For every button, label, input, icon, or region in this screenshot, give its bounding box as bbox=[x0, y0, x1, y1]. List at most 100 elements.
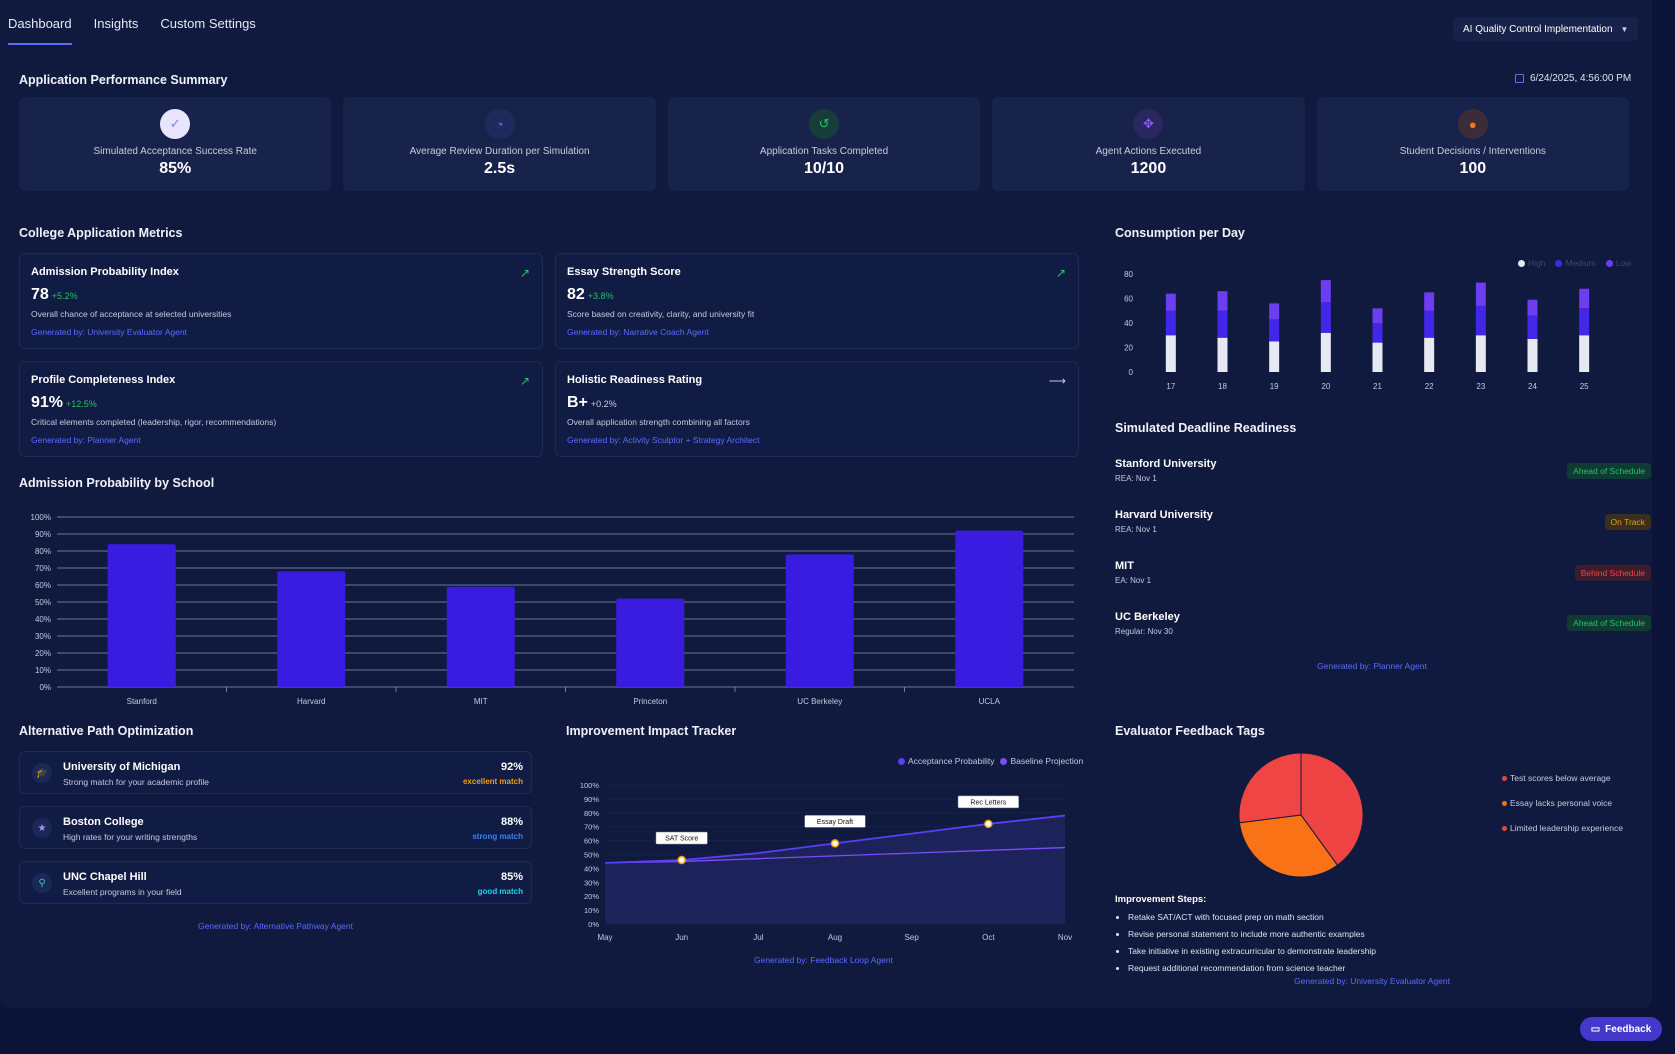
metric-delta: +5.2% bbox=[51, 291, 78, 301]
x-tick-label: 22 bbox=[1425, 382, 1434, 391]
tab-custom-settings[interactable]: Custom Settings bbox=[160, 16, 256, 31]
pie-slice bbox=[1238, 752, 1302, 824]
project-select[interactable]: AI Quality Control Implementation ▼ bbox=[1453, 17, 1638, 41]
bar bbox=[616, 598, 685, 687]
status-badge: On Track bbox=[1604, 514, 1651, 530]
x-tick-label: 19 bbox=[1270, 382, 1279, 391]
tab-insights[interactable]: Insights bbox=[93, 16, 139, 31]
metric-description: Overall application strength combining a… bbox=[567, 417, 750, 427]
summary-card-label: Student Decisions / Interventions bbox=[1399, 146, 1546, 157]
status-badge: Ahead of Schedule bbox=[1567, 463, 1651, 479]
bar-segment bbox=[1269, 303, 1280, 320]
alt-path-item[interactable]: ⚲ UNC Chapel Hill Excellent programs in … bbox=[19, 861, 532, 904]
legend-item-low: Low bbox=[1605, 258, 1631, 268]
summary-card: ◔ Average Review Duration per Simulation… bbox=[343, 97, 656, 191]
bar-segment bbox=[1579, 308, 1590, 336]
bar-segment bbox=[1372, 342, 1383, 372]
y-tick-label: 70% bbox=[584, 823, 599, 832]
alt-path-match: strong match bbox=[472, 832, 523, 841]
bar-segment bbox=[1320, 302, 1331, 333]
alt-path-name: University of Michigan bbox=[63, 761, 181, 773]
annotation-point bbox=[830, 839, 840, 848]
alt-path-pct: 92% bbox=[500, 761, 523, 773]
y-tick-label: 80 bbox=[1124, 270, 1133, 279]
bar-segment bbox=[1165, 293, 1176, 311]
bar-segment bbox=[1424, 310, 1435, 338]
deadline-date: Regular: Nov 30 bbox=[1115, 627, 1173, 636]
bar-segment bbox=[1579, 335, 1590, 372]
star-icon: ★ bbox=[32, 818, 52, 838]
bar-segment bbox=[1217, 337, 1228, 372]
y-tick-label: 40 bbox=[1124, 319, 1133, 328]
x-tick-label: 21 bbox=[1373, 382, 1382, 391]
legend-item-medium: Medium bbox=[1555, 258, 1596, 268]
annotation-label: SAT Score bbox=[665, 836, 698, 843]
legend-item-baseline: Baseline Projection bbox=[1000, 756, 1083, 766]
metric-delta: +0.2% bbox=[590, 399, 617, 409]
bar-segment bbox=[1527, 338, 1538, 372]
y-tick-label: 80% bbox=[35, 547, 51, 556]
summary-card-value: 2.5s bbox=[484, 160, 516, 177]
metric-value: 91% bbox=[31, 394, 64, 411]
y-tick-label: 70% bbox=[35, 564, 51, 573]
area-fill bbox=[605, 815, 1065, 924]
map-pin-icon: ⚲ bbox=[32, 873, 52, 893]
trending-up-icon: ↗ bbox=[519, 374, 530, 388]
y-tick-label: 60% bbox=[35, 581, 51, 590]
summary-card: ↺ Application Tasks Completed 10/10 bbox=[667, 97, 981, 191]
alt-path-item[interactable]: 🎓 University of Michigan Strong match fo… bbox=[19, 751, 532, 794]
x-tick-label: Sep bbox=[905, 933, 920, 942]
feedback-generated-by: Generated by: University Evaluator Agent bbox=[1294, 976, 1450, 986]
improvement-step: Revise personal statement to include mor… bbox=[1128, 929, 1376, 939]
bar-segment bbox=[1372, 308, 1383, 323]
alt-path-item[interactable]: ★ Boston College High rates for your wri… bbox=[19, 806, 532, 849]
metric-value: B+ bbox=[567, 394, 588, 411]
status-badge: Behind Schedule bbox=[1574, 565, 1651, 581]
y-tick-label: 60% bbox=[584, 837, 599, 846]
x-tick-label: Oct bbox=[982, 933, 995, 942]
bar bbox=[107, 544, 176, 687]
y-tick-label: 100% bbox=[31, 513, 51, 522]
feedback-title: Evaluator Feedback Tags bbox=[1115, 724, 1265, 738]
alt-path-name: Boston College bbox=[63, 816, 144, 828]
x-tick-label: Princeton bbox=[633, 697, 667, 706]
speedometer-icon: ◔ bbox=[484, 109, 515, 139]
y-tick-label: 0% bbox=[39, 683, 51, 692]
admission-chart: 0% 10% 20% 30% 40% 50% 60% 70% 80% 90% 100% Stanfor… bbox=[31, 513, 1074, 706]
improvement-generated-by: Generated by: Feedback Loop Agent bbox=[754, 955, 893, 965]
calendar-icon bbox=[1515, 74, 1524, 83]
bar bbox=[955, 530, 1024, 687]
bar-segment bbox=[1165, 310, 1176, 336]
bar bbox=[446, 586, 515, 687]
consumption-chart: 0 20 40 60 80 17 18 19 20 21 22 23 24 25 bbox=[1124, 270, 1590, 391]
annotation-box bbox=[957, 795, 1019, 809]
y-tick-label: 90% bbox=[35, 530, 51, 539]
feedback-tag: Essay lacks personal voice bbox=[1502, 798, 1612, 808]
tag-dot-icon bbox=[1502, 826, 1507, 832]
y-tick-label: 20 bbox=[1124, 344, 1133, 353]
metric-generated-by: Generated by: University Evaluator Agent bbox=[31, 327, 187, 337]
metric-title: Holistic Readiness Rating bbox=[567, 374, 703, 386]
feedback-button-label: Feedback bbox=[1605, 1023, 1652, 1035]
tab-dashboard[interactable]: Dashboard bbox=[8, 16, 72, 45]
project-select-value: AI Quality Control Implementation bbox=[1463, 23, 1613, 35]
metric-value: 82 bbox=[567, 286, 585, 303]
metric-generated-by: Generated by: Planner Agent bbox=[31, 435, 141, 445]
feedback-button[interactable]: ▭ Feedback bbox=[1580, 1017, 1662, 1041]
x-tick-label: 24 bbox=[1528, 382, 1537, 391]
alt-title: Alternative Path Optimization bbox=[19, 724, 194, 738]
metric-card: Essay Strength Score 82 +3.8% Score based… bbox=[555, 253, 1079, 349]
y-tick-label: 60 bbox=[1124, 295, 1133, 304]
y-tick-label: 30% bbox=[584, 878, 599, 887]
x-tick-label: MIT bbox=[474, 697, 488, 706]
annotation-label: Essay Draft bbox=[817, 819, 853, 826]
bar-segment bbox=[1475, 305, 1486, 336]
metric-description: Score based on creativity, clarity, and … bbox=[567, 309, 755, 319]
bar-segment bbox=[1320, 332, 1331, 372]
summary-card-label: Simulated Acceptance Success Rate bbox=[93, 146, 257, 157]
pie-slice bbox=[1238, 814, 1339, 878]
summary-card: ✥ Agent Actions Executed 1200 bbox=[992, 97, 1305, 191]
y-tick-label: 0 bbox=[1129, 368, 1134, 377]
y-tick-label: 20% bbox=[584, 892, 599, 901]
alt-path-desc: High rates for your writing strengths bbox=[63, 832, 198, 842]
